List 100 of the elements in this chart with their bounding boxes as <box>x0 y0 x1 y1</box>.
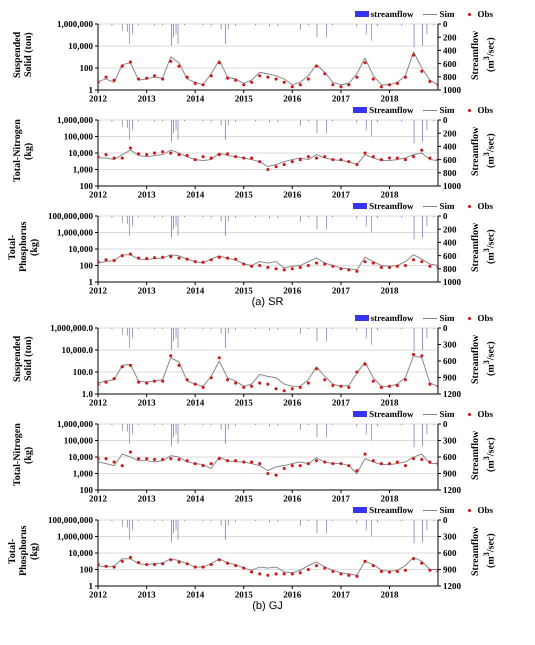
point <box>202 386 205 389</box>
point <box>355 76 358 79</box>
point <box>396 384 399 387</box>
y-tick-label: 100.0 <box>72 367 94 378</box>
point <box>194 158 197 162</box>
point <box>218 356 221 360</box>
x-tick-label: 2018 <box>380 189 399 200</box>
y-tick-label: 100,000,000 <box>48 211 94 222</box>
point <box>194 462 197 466</box>
point <box>298 83 302 86</box>
point <box>396 264 399 268</box>
text: (b) GJ <box>251 600 284 614</box>
y2-tick-label: 1000 <box>443 85 462 96</box>
point <box>420 70 424 73</box>
point <box>331 83 334 86</box>
point <box>210 156 213 160</box>
point <box>323 155 326 158</box>
point <box>145 563 148 566</box>
point <box>364 362 366 366</box>
y-axis-title: Total-Phosphorus (kg) <box>6 524 40 578</box>
x-tick-label: 2015 <box>234 493 254 504</box>
text: (a) SR <box>250 296 284 310</box>
y2-tick-label: 1000 <box>443 181 462 192</box>
point <box>339 384 342 388</box>
point <box>145 76 148 80</box>
point <box>218 558 221 562</box>
line-series <box>98 454 438 474</box>
legend-label: Streamflow <box>369 201 414 211</box>
y-tick-label: 10,000 <box>68 452 94 462</box>
point <box>161 458 164 462</box>
point <box>242 83 246 86</box>
point <box>420 458 424 462</box>
point <box>202 464 205 468</box>
point <box>226 459 230 462</box>
point <box>404 158 407 162</box>
point <box>104 76 108 79</box>
x-tick-label: 2012 <box>89 589 108 600</box>
point <box>161 256 164 259</box>
point <box>250 80 254 84</box>
y2-tick-label: 900 <box>443 468 457 479</box>
point <box>242 156 246 160</box>
y2-tick-label: 600 <box>443 250 457 261</box>
point <box>388 462 391 466</box>
point <box>282 389 286 392</box>
point <box>290 387 294 390</box>
point <box>104 380 108 384</box>
point <box>112 156 116 160</box>
point <box>153 458 156 462</box>
point <box>323 460 326 464</box>
legend-label: Streamflow <box>369 505 414 515</box>
point <box>298 571 302 574</box>
point <box>104 153 108 156</box>
legend-label: Sim <box>439 505 454 515</box>
point <box>258 74 262 78</box>
y-tick-label: 10,000 <box>68 148 94 158</box>
point <box>274 165 278 168</box>
point <box>234 155 238 158</box>
point <box>234 459 238 462</box>
legend-label: Obs <box>477 505 493 515</box>
x-tick-label: 2017 <box>332 285 350 296</box>
point <box>266 382 270 386</box>
point <box>120 560 124 563</box>
x-tick-label: 2012 <box>89 189 108 200</box>
point <box>331 384 334 387</box>
y-tick-label: 100 <box>80 260 94 271</box>
point <box>290 267 294 270</box>
point <box>120 156 124 160</box>
x-tick-label: 2018 <box>380 397 399 408</box>
point <box>128 364 132 367</box>
point <box>169 255 172 258</box>
point <box>202 155 205 158</box>
point <box>331 462 334 466</box>
point <box>306 155 310 158</box>
point <box>161 380 164 383</box>
y2-tick-label: 600 <box>443 154 457 165</box>
point <box>137 380 140 384</box>
point <box>347 464 350 468</box>
point <box>226 152 230 156</box>
y2-tick-label: 0 <box>443 115 448 126</box>
point <box>396 82 399 85</box>
x-tick-label: 2016 <box>283 589 302 600</box>
y-tick-label: 100 <box>80 564 94 575</box>
x-tick-label: 2015 <box>234 589 254 600</box>
point <box>380 386 383 389</box>
x-tick-label: 2018 <box>380 493 399 504</box>
point <box>145 457 148 460</box>
point <box>258 382 262 384</box>
y-tick-label: 1.0 <box>82 389 94 400</box>
point <box>128 450 132 454</box>
y-tick-label: 1,000,000 <box>57 228 94 238</box>
y-tick-label: 1 <box>88 581 94 592</box>
point <box>210 462 213 466</box>
point <box>226 562 230 565</box>
point <box>372 459 375 462</box>
x-tick-label: 2013 <box>138 93 156 104</box>
legend-label: Sim <box>439 105 454 115</box>
point <box>218 457 221 460</box>
y2-tick-label: 0 <box>443 323 448 334</box>
x-tick-label: 2013 <box>138 285 156 296</box>
x-tick-label: 2015 <box>234 189 254 200</box>
